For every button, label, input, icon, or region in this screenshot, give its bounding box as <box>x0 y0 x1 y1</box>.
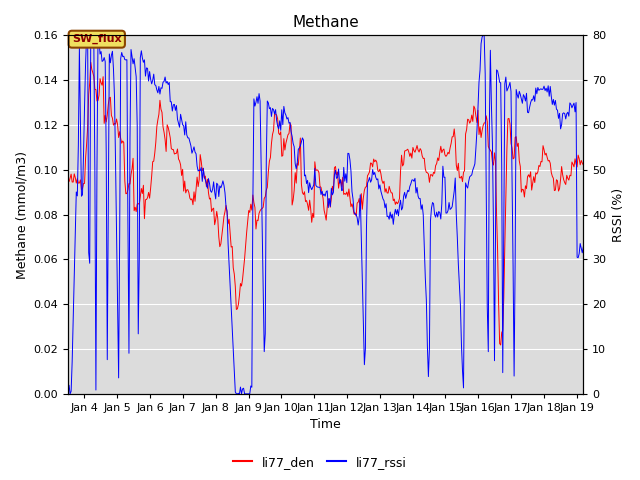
li77_rssi <box>67 391 74 396</box>
li77_den <box>579 162 587 168</box>
li77_rssi <box>579 244 587 250</box>
li77_rssi <box>345 151 353 156</box>
Line: li77_rssi: li77_rssi <box>68 36 583 394</box>
Text: SW_flux: SW_flux <box>72 34 122 44</box>
X-axis label: Time: Time <box>310 419 341 432</box>
li77_rssi <box>488 141 496 146</box>
li77_den <box>488 149 495 155</box>
li77_rssi <box>83 33 90 38</box>
li77_den <box>569 161 577 167</box>
li77_rssi <box>373 177 381 183</box>
Y-axis label: RSSI (%): RSSI (%) <box>612 188 625 241</box>
li77_rssi <box>64 387 72 393</box>
li77_den <box>64 176 72 181</box>
li77_den <box>310 215 317 220</box>
Legend: li77_den, li77_rssi: li77_den, li77_rssi <box>228 451 412 474</box>
li77_den <box>87 60 95 65</box>
li77_rssi <box>569 102 577 108</box>
Title: Methane: Methane <box>292 15 359 30</box>
li77_den <box>344 193 352 199</box>
li77_den <box>313 167 321 173</box>
li77_rssi <box>314 184 322 190</box>
li77_rssi <box>311 166 319 171</box>
li77_den <box>497 342 504 348</box>
Y-axis label: Methane (mmol/m3): Methane (mmol/m3) <box>15 151 28 278</box>
li77_den <box>372 157 380 163</box>
Line: li77_den: li77_den <box>68 62 583 345</box>
